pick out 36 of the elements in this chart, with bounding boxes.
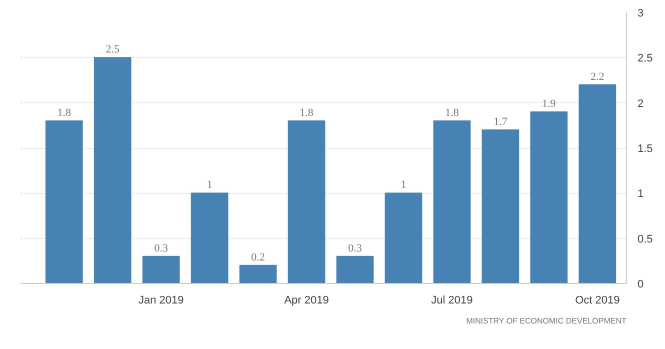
x-tick-label: Apr 2019: [284, 294, 329, 306]
bar: [288, 120, 326, 284]
text: MINISTRY OF ECONOMIC DEVELOPMENT: [466, 316, 626, 326]
y-tick-label: 1: [638, 188, 644, 200]
data-label: 2.2: [590, 70, 604, 83]
y-tick-label: 0.5: [638, 233, 653, 246]
data-label: 1.8: [300, 106, 314, 119]
data-label: 0.2: [251, 251, 265, 264]
bar: [142, 256, 180, 284]
x-tick-label: Jul 2019: [431, 294, 473, 306]
bar: [578, 84, 616, 284]
bar: [384, 192, 422, 284]
data-label: 1: [400, 179, 406, 192]
y-tick-label: 2.5: [638, 52, 653, 65]
bar: [190, 192, 228, 284]
data-label: 1.9: [542, 98, 556, 110]
data-label: 1.8: [445, 106, 460, 119]
bar: [433, 120, 471, 284]
data-label: 1.8: [57, 106, 72, 119]
data-label: 0.3: [154, 242, 168, 254]
data-label: 1.7: [494, 116, 508, 128]
bar: [94, 57, 132, 284]
data-label: 0.3: [348, 242, 362, 254]
y-tick-label: 3: [638, 8, 644, 20]
x-tick-label: Jan 2019: [138, 294, 184, 306]
bar: [336, 256, 374, 284]
y-tick-label: 2: [638, 98, 644, 110]
y-tick-label: 0: [638, 278, 644, 290]
bar: [45, 120, 83, 284]
bar: [239, 264, 277, 284]
data-label: 1: [206, 179, 212, 192]
bar: [482, 129, 520, 284]
data-label: 2.5: [106, 44, 120, 56]
y-tick-label: 1.5: [638, 143, 653, 155]
x-tick-label: Oct 2019: [575, 294, 620, 306]
bar: [530, 111, 568, 284]
